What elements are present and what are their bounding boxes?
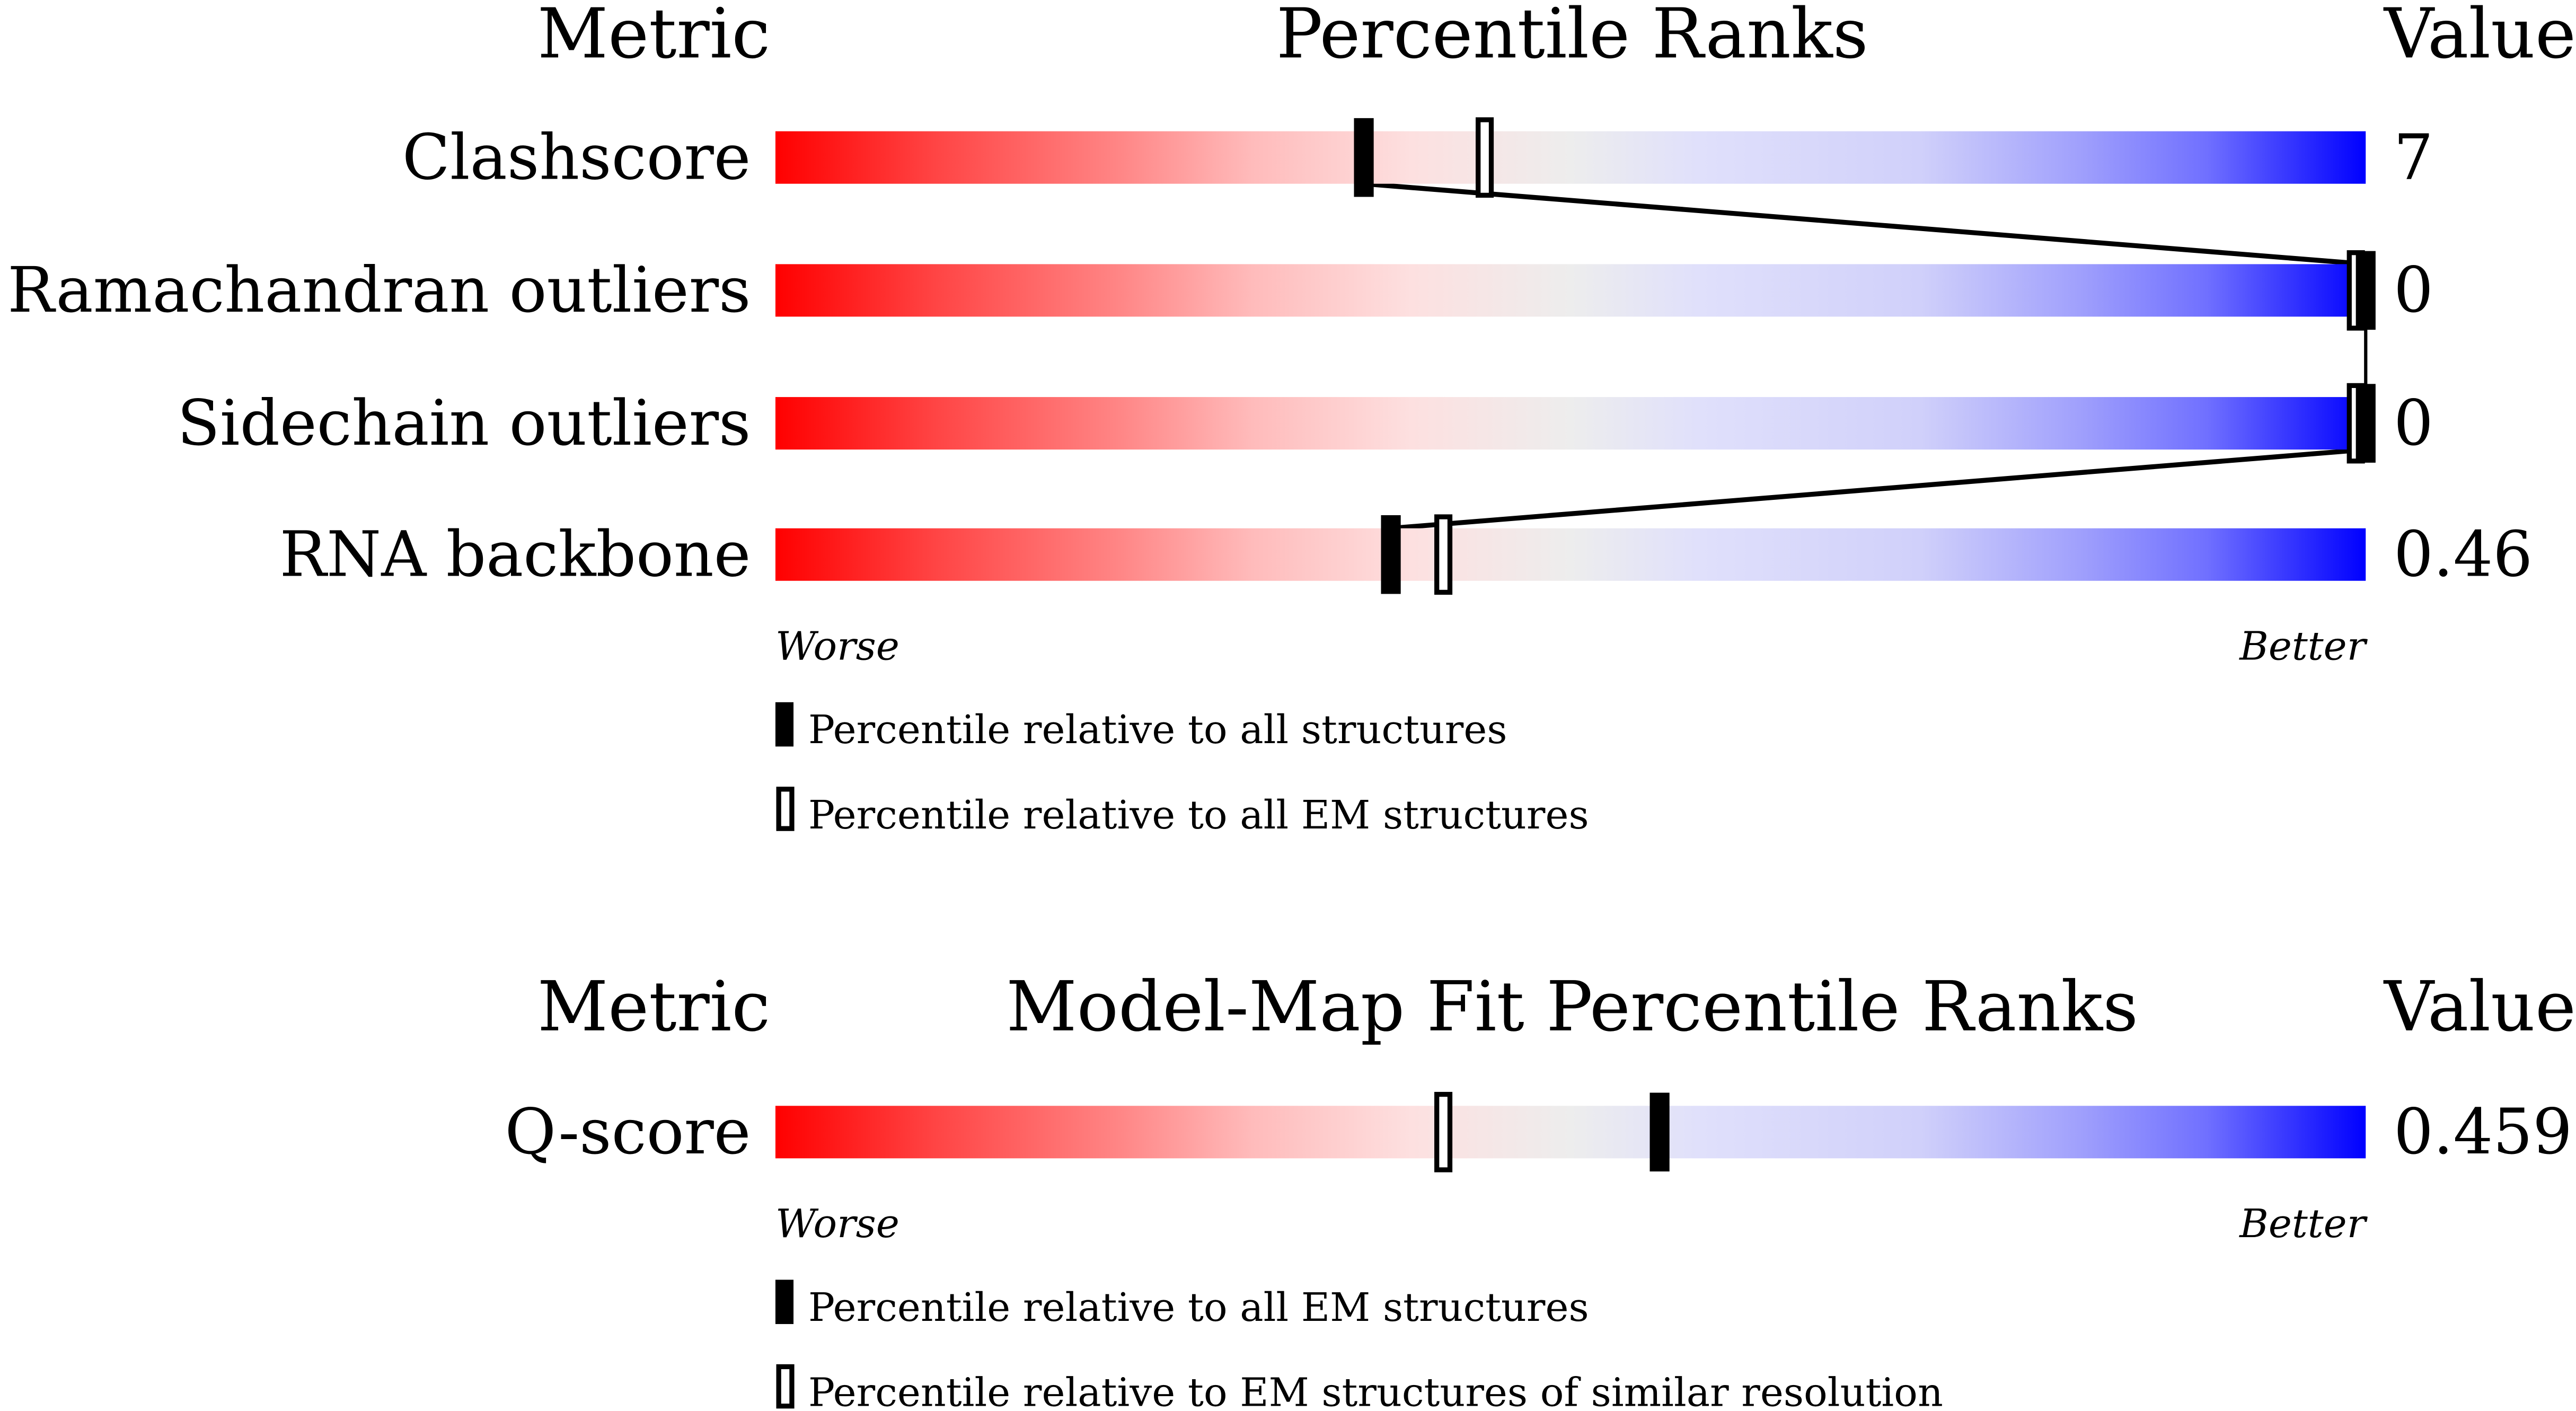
legend-item: Percentile relative to EM structures of …	[808, 1370, 1943, 1411]
chart-title: Model-Map Fit Percentile Ranks	[1006, 966, 2138, 1047]
all-percentile-marker	[1649, 1092, 1670, 1172]
percentile-bar	[775, 264, 2366, 317]
metric-label: RNA backbone	[280, 518, 751, 591]
metric-label: Q-score	[505, 1096, 751, 1168]
percentile-bar	[775, 1106, 2366, 1159]
chart-title: Percentile Ranks	[1276, 0, 1868, 74]
legend-item: Percentile relative to all EM structures	[808, 1284, 1589, 1330]
all-percentile-marker	[2356, 384, 2376, 463]
metric-label: Ramachandran outliers	[7, 254, 751, 327]
metric-label: Clashscore	[402, 121, 751, 193]
metric-row: Clashscore 7	[402, 117, 2433, 198]
value-header: Value	[2383, 0, 2576, 74]
all-percentile-marker	[1354, 118, 1374, 197]
metric-row: RNA backbone 0.46	[280, 514, 2533, 595]
percentile-bar	[775, 131, 2366, 184]
all-percentile-marker	[2356, 251, 2376, 330]
connector-line	[1363, 181, 2366, 267]
value-header: Value	[2383, 966, 2576, 1047]
percentile-bar	[775, 397, 2366, 450]
better-label: Better	[2238, 1201, 2368, 1247]
panel-2-rows: Q-score 0.459	[505, 1091, 2572, 1172]
connector-line	[1390, 447, 2366, 531]
metric-value: 0	[2394, 387, 2433, 460]
metric-value: 7	[2394, 121, 2433, 193]
legend-open-marker	[776, 1364, 795, 1409]
worse-label: Worse	[775, 1201, 899, 1247]
all-percentile-marker	[1381, 515, 1401, 594]
metric-value: 0	[2394, 254, 2433, 327]
legend-item: Percentile relative to all structures	[808, 707, 1507, 753]
legend-solid-marker	[775, 702, 794, 747]
worse-label: Worse	[775, 623, 899, 669]
metric-value: 0.46	[2394, 518, 2533, 591]
legend-open-marker	[776, 787, 795, 831]
metric-row: Q-score 0.459	[505, 1091, 2572, 1172]
metric-row: Ramachandran outliers 0	[7, 250, 2433, 331]
better-label: Better	[2238, 623, 2368, 669]
em-percentile-marker	[1434, 514, 1453, 595]
metric-label: Sidechain outliers	[177, 387, 751, 460]
legend-solid-marker	[775, 1280, 794, 1324]
connector-lines	[1363, 181, 2368, 531]
em-percentile-marker	[1434, 1091, 1453, 1172]
em-percentile-marker	[1476, 117, 1494, 198]
metric-header: Metric	[537, 0, 770, 74]
metric-value: 0.459	[2394, 1096, 2572, 1168]
legend-item: Percentile relative to all EM structures	[808, 792, 1589, 838]
percentile-bar	[775, 528, 2366, 581]
metric-header: Metric	[537, 966, 770, 1047]
metric-row: Sidechain outliers 0	[177, 383, 2433, 464]
